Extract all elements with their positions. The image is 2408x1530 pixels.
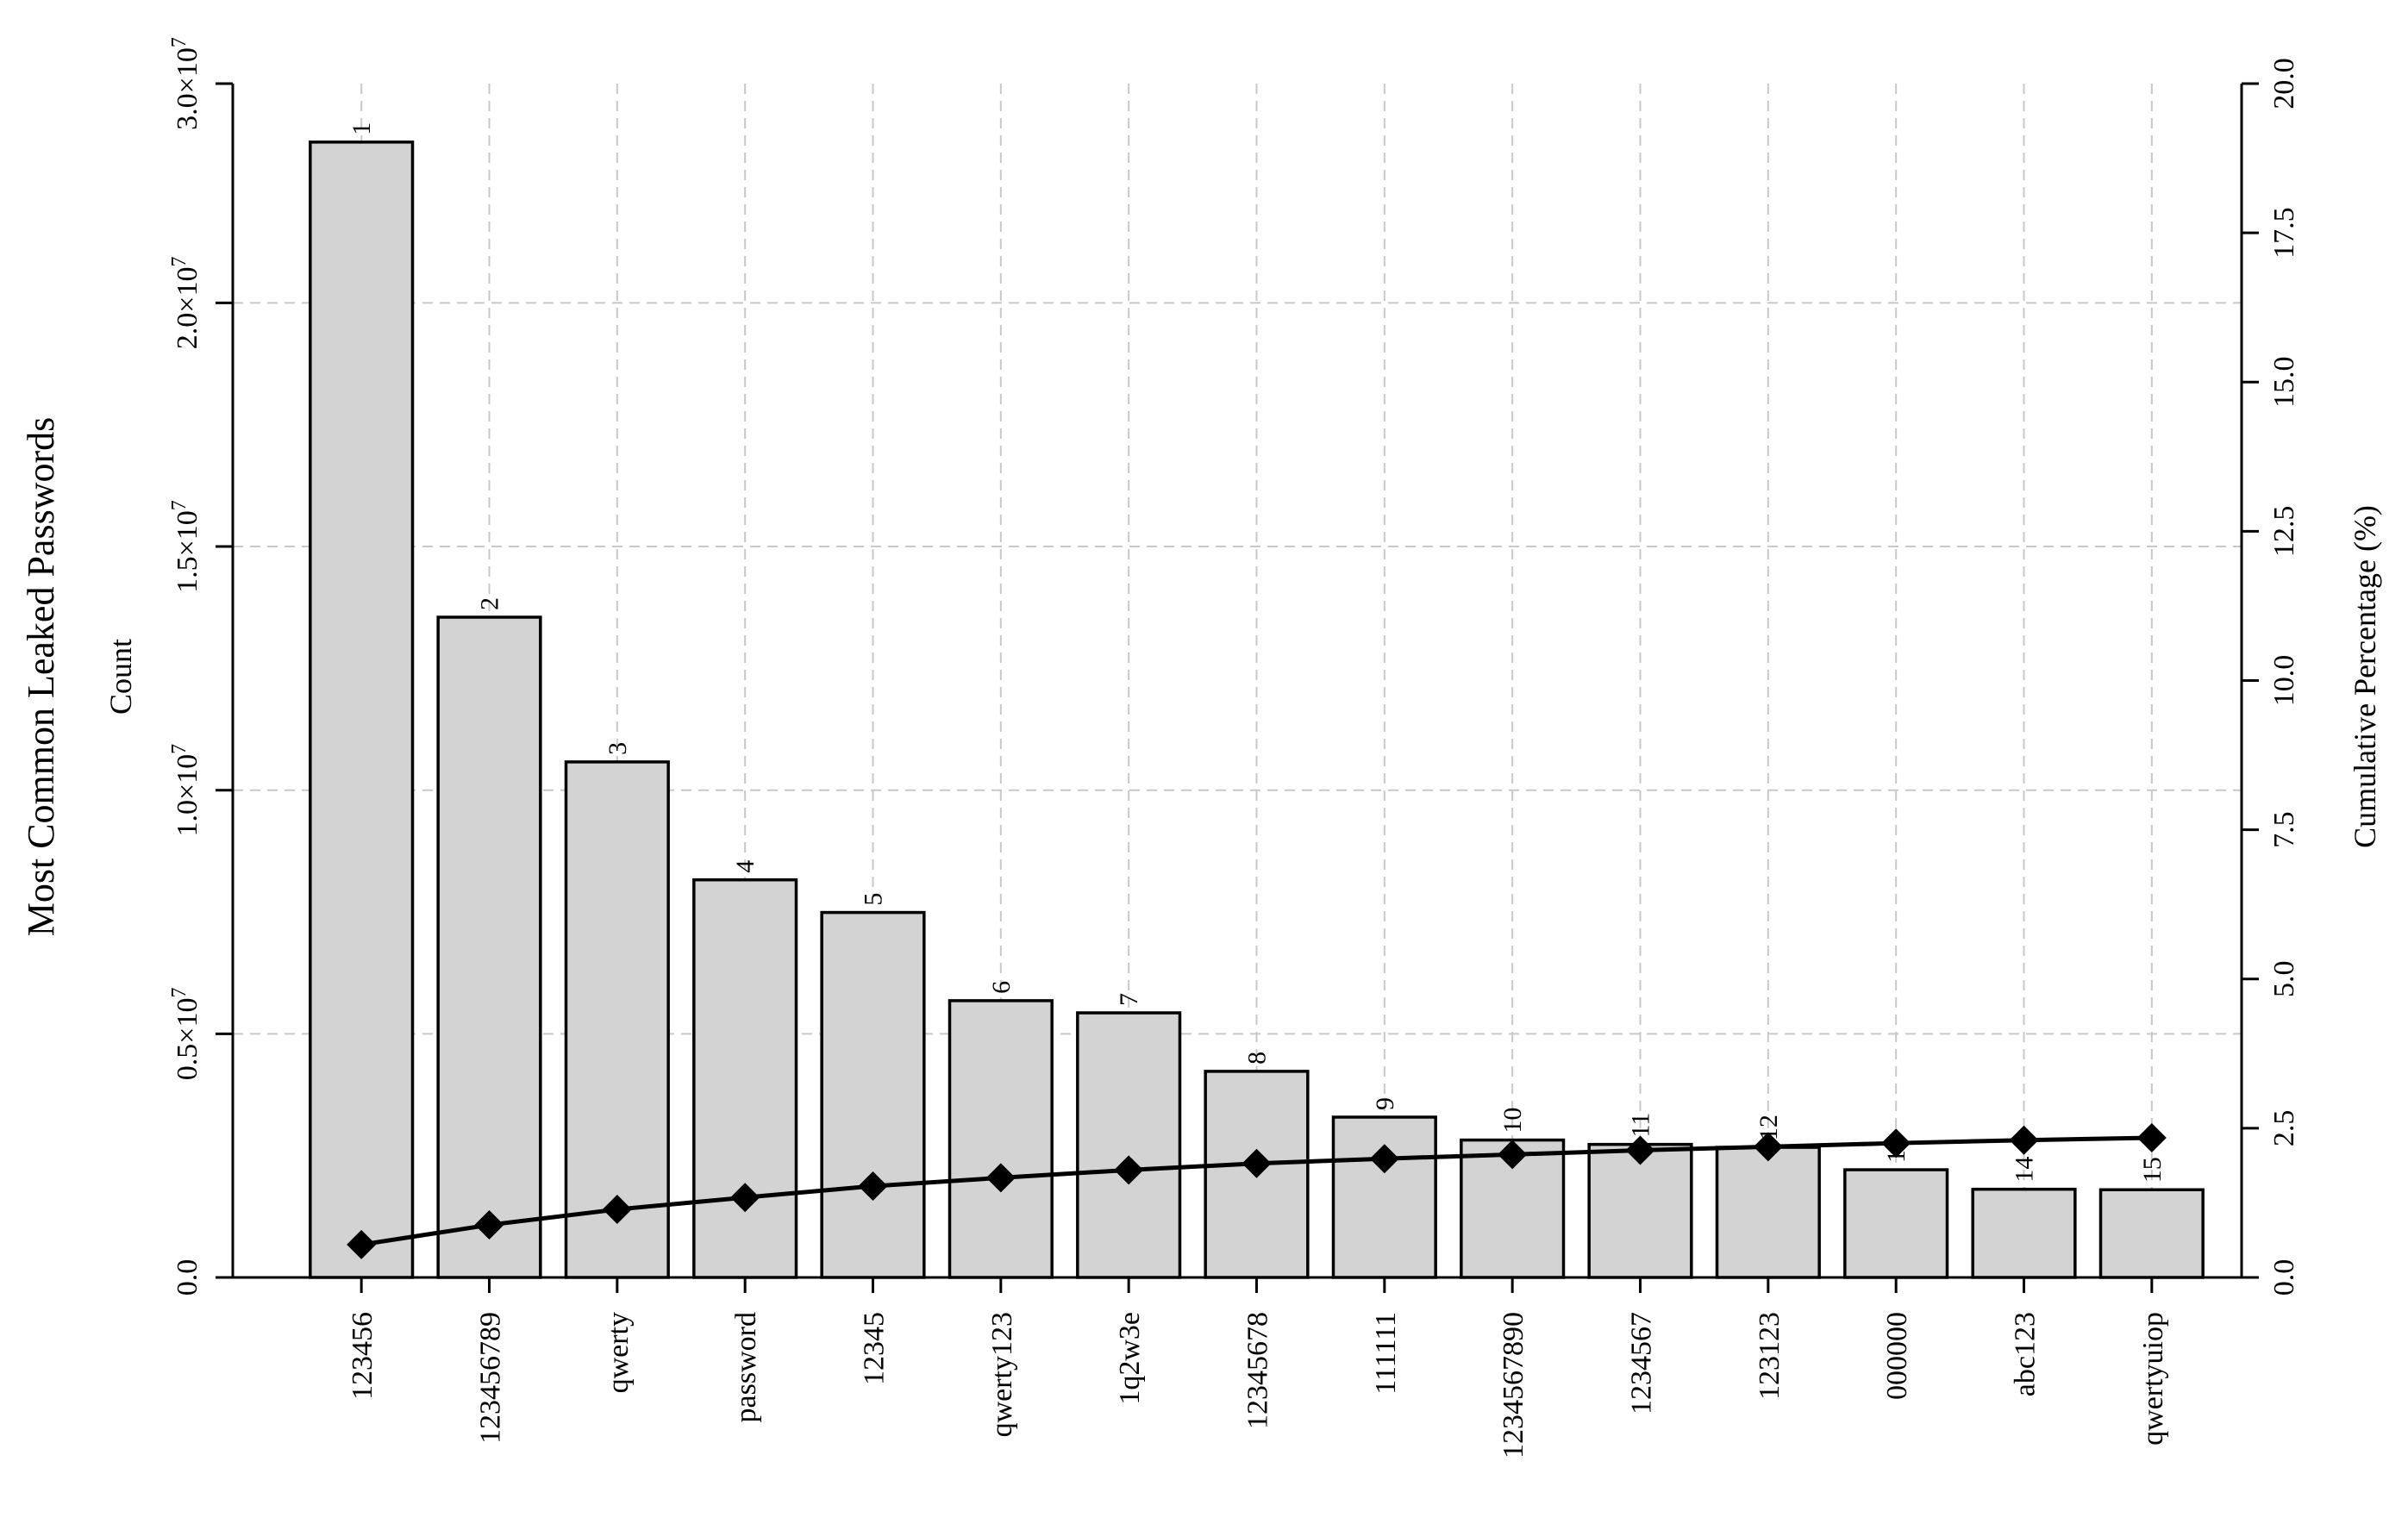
x-tick-label-password: password (730, 1312, 762, 1422)
x-tick-label-qwertyuiop: qwertyuiop (2137, 1312, 2169, 1446)
x-tick-label-abc123: abc123 (2010, 1312, 2042, 1396)
cumulative-point-1234567 (1625, 1135, 1655, 1165)
x-tick-label-111111: 111111 (1370, 1312, 1402, 1395)
cumulative-point-qwertyuiop (2136, 1122, 2167, 1152)
x-tick-label-123456: 123456 (347, 1312, 378, 1400)
rank-label: 3 (604, 742, 632, 755)
y2-tick-label: 5.0 (2268, 961, 2300, 998)
x-tick-label-1q2w3e: 1q2w3e (1114, 1312, 1146, 1405)
rank-label: 10 (1498, 1108, 1527, 1133)
bar-12345 (820, 910, 926, 1279)
bar-qwertyuiop (2098, 1188, 2205, 1279)
rank-label: 6 (987, 981, 1016, 994)
y2-tick-label: 0.0 (2268, 1259, 2300, 1296)
bar-qwerty123 (948, 999, 1054, 1279)
x-tick-label-qwerty: qwerty (603, 1312, 635, 1393)
cumulative-point-password (730, 1183, 760, 1213)
cumulative-point-123123 (1753, 1132, 1783, 1162)
cumulative-point-000000 (1881, 1128, 1911, 1158)
rank-label: 12 (1754, 1115, 1783, 1140)
y2-tick-label: 12.5 (2268, 506, 2300, 558)
y-tick-label: 2.0×107 (168, 257, 203, 350)
rank-label: 2 (476, 597, 504, 610)
y-tick-label: 0.0 (172, 1259, 203, 1296)
bar-1q2w3e (1076, 1011, 1182, 1279)
bars (309, 141, 2205, 1279)
chart-title: Most Common Leaked Passwords (20, 417, 62, 937)
rank-label: 14 (2011, 1157, 2039, 1183)
y2-tick-label: 7.5 (2268, 811, 2300, 848)
y-tick-label: 3.0×107 (168, 37, 203, 130)
x-tick-label-1234567890: 1234567890 (1498, 1312, 1529, 1458)
rank-label: 7 (1115, 993, 1143, 1006)
cumulative-point-1q2w3e (1114, 1155, 1144, 1185)
axes (216, 82, 2259, 1293)
bar-123456789 (436, 615, 542, 1279)
y2-tick-label: 15.0 (2268, 357, 2300, 409)
bar-123456 (309, 141, 415, 1279)
cumulative-point-123456 (347, 1229, 377, 1259)
cumulative-point-abc123 (2009, 1125, 2039, 1155)
y-tick-label: 1.5×107 (168, 500, 203, 593)
labels: 0.0 0.5×107 1.0×107 1.5×107 2.0×107 3.0×107 0.… (168, 37, 2300, 1458)
cumulative-point-12345678 (1242, 1148, 1272, 1178)
cumulative-point-123456789 (474, 1210, 504, 1240)
y2-tick-label: 2.5 (2268, 1110, 2300, 1147)
y-tick-label: 1.0×107 (168, 744, 203, 837)
rank-label: 8 (1243, 1052, 1272, 1065)
x-tick-label-qwerty123: qwerty123 (986, 1312, 1018, 1437)
cumulative-point-qwerty (602, 1195, 632, 1225)
y2-axis-title: Cumulative Percentage (%) (2348, 505, 2382, 848)
x-tick-label-000000: 000000 (1881, 1312, 1913, 1400)
x-tick-label-123123: 123123 (1754, 1312, 1786, 1400)
cumulative-point-1234567890 (1498, 1140, 1528, 1170)
rank-label: 15 (2138, 1157, 2167, 1183)
cumulative-point-qwerty123 (985, 1163, 1016, 1193)
y2-tick-label: 10.0 (2268, 655, 2300, 707)
bar-password (692, 877, 798, 1279)
bar-123123 (1715, 1146, 1821, 1279)
y-axis-title: Count (103, 639, 138, 715)
rank-label: 1 (347, 122, 376, 135)
rank-label: 5 (860, 893, 888, 906)
x-tick-label-12345678: 12345678 (1242, 1312, 1274, 1429)
y2-tick-label: 17.5 (2268, 207, 2300, 259)
x-tick-label-12345: 12345 (859, 1312, 891, 1385)
rank-label: 9 (1371, 1097, 1399, 1110)
cumulative-point-12345 (858, 1171, 888, 1202)
bar-abc123 (1971, 1187, 2077, 1279)
y-tick-label: 0.5×107 (168, 988, 203, 1081)
cumulative-line (347, 1122, 2167, 1259)
rank-label: 4 (731, 860, 760, 873)
bar-000000 (1843, 1168, 1949, 1279)
rank-label: 13 (1882, 1137, 1911, 1163)
bar-111111 (1331, 1115, 1437, 1279)
y2-tick-label: 20.0 (2268, 58, 2300, 109)
x-tick-label-1234567: 1234567 (1626, 1312, 1658, 1414)
cumulative-point-111111 (1369, 1144, 1399, 1174)
rank-label: 11 (1627, 1113, 1655, 1138)
x-tick-label-123456789: 123456789 (475, 1312, 507, 1444)
